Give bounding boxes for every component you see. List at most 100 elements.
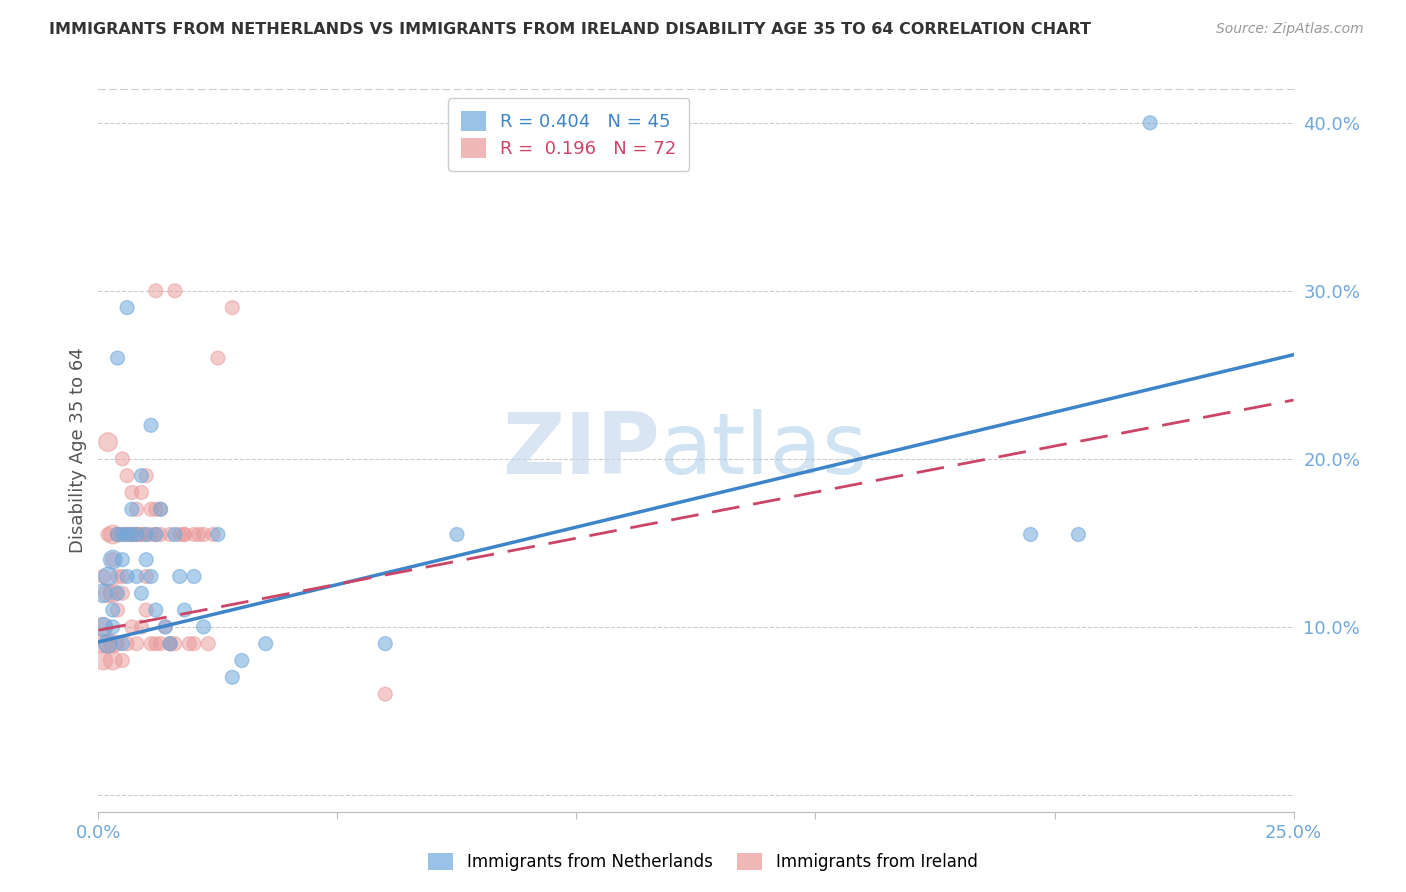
Point xyxy=(131,620,153,634)
Point xyxy=(101,653,124,667)
Point xyxy=(115,569,138,583)
Point xyxy=(125,502,148,516)
Point xyxy=(374,637,396,651)
Point xyxy=(111,527,134,541)
Point xyxy=(91,620,114,634)
Point xyxy=(221,301,243,315)
Point xyxy=(231,653,253,667)
Point xyxy=(163,284,186,298)
Text: atlas: atlas xyxy=(661,409,868,492)
Point xyxy=(97,637,120,651)
Point xyxy=(374,687,396,701)
Point xyxy=(159,637,181,651)
Text: Source: ZipAtlas.com: Source: ZipAtlas.com xyxy=(1216,22,1364,37)
Text: ZIP: ZIP xyxy=(502,409,661,492)
Point xyxy=(193,527,215,541)
Point xyxy=(131,485,153,500)
Legend: R = 0.404   N = 45, R =  0.196   N = 72: R = 0.404 N = 45, R = 0.196 N = 72 xyxy=(449,98,689,170)
Point xyxy=(145,527,167,541)
Point xyxy=(107,637,129,651)
Point xyxy=(97,637,120,651)
Point xyxy=(111,586,134,600)
Point xyxy=(202,527,225,541)
Point xyxy=(121,485,143,500)
Point xyxy=(121,527,143,541)
Point xyxy=(221,670,243,684)
Point xyxy=(254,637,277,651)
Point xyxy=(97,435,120,450)
Legend: Immigrants from Netherlands, Immigrants from Ireland: Immigrants from Netherlands, Immigrants … xyxy=(420,845,986,880)
Point xyxy=(163,527,186,541)
Point xyxy=(139,637,162,651)
Point xyxy=(145,637,167,651)
Point xyxy=(97,527,120,541)
Point xyxy=(115,527,138,541)
Y-axis label: Disability Age 35 to 64: Disability Age 35 to 64 xyxy=(69,348,87,553)
Point xyxy=(131,527,153,541)
Point xyxy=(1139,116,1161,130)
Point xyxy=(135,552,157,566)
Point xyxy=(159,637,181,651)
Point xyxy=(101,637,124,651)
Point xyxy=(135,527,157,541)
Point xyxy=(91,569,114,583)
Point xyxy=(155,620,177,634)
Point xyxy=(207,527,229,541)
Point xyxy=(139,418,162,433)
Point xyxy=(91,653,114,667)
Point xyxy=(115,527,138,541)
Point xyxy=(101,552,124,566)
Point xyxy=(91,620,114,634)
Point xyxy=(145,527,167,541)
Point xyxy=(125,527,148,541)
Point xyxy=(115,468,138,483)
Point xyxy=(193,620,215,634)
Point xyxy=(173,527,195,541)
Point xyxy=(1019,527,1042,541)
Point xyxy=(97,586,120,600)
Point xyxy=(135,468,157,483)
Point xyxy=(111,653,134,667)
Point xyxy=(149,502,172,516)
Point xyxy=(197,637,219,651)
Point xyxy=(187,527,209,541)
Point xyxy=(125,569,148,583)
Point xyxy=(101,552,124,566)
Point xyxy=(135,603,157,617)
Point xyxy=(131,468,153,483)
Point xyxy=(135,569,157,583)
Point xyxy=(145,603,167,617)
Point xyxy=(139,527,162,541)
Point xyxy=(125,527,148,541)
Point xyxy=(446,527,468,541)
Point xyxy=(183,637,205,651)
Point xyxy=(183,569,205,583)
Point xyxy=(169,527,191,541)
Point xyxy=(125,527,148,541)
Point xyxy=(107,351,129,365)
Point xyxy=(111,527,134,541)
Point xyxy=(121,527,143,541)
Point xyxy=(101,603,124,617)
Point xyxy=(111,637,134,651)
Point xyxy=(115,637,138,651)
Point xyxy=(139,569,162,583)
Point xyxy=(97,569,120,583)
Point xyxy=(159,527,181,541)
Point xyxy=(155,620,177,634)
Point xyxy=(111,451,134,466)
Point xyxy=(121,620,143,634)
Point xyxy=(101,620,124,634)
Point xyxy=(107,527,129,541)
Point xyxy=(207,351,229,365)
Point xyxy=(149,502,172,516)
Point xyxy=(139,502,162,516)
Point xyxy=(107,586,129,600)
Point xyxy=(159,637,181,651)
Point xyxy=(131,527,153,541)
Point xyxy=(183,527,205,541)
Point xyxy=(111,569,134,583)
Point xyxy=(111,552,134,566)
Point xyxy=(107,527,129,541)
Point xyxy=(145,284,167,298)
